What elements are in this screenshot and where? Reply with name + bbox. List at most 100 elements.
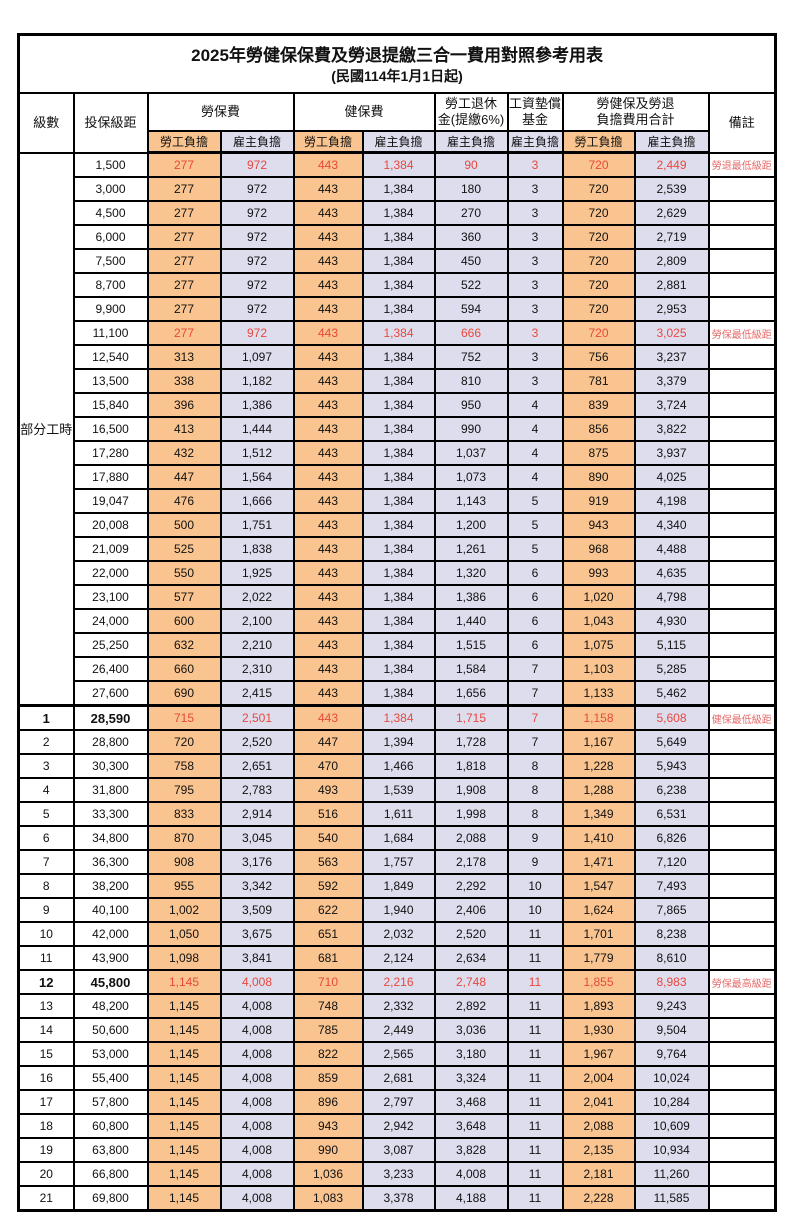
page-title: 2025年勞健保保費及勞退提繳三合一費用對照參考用表: [191, 45, 603, 65]
value-cell: 972: [219, 200, 295, 226]
bracket-cell: 25,250: [72, 632, 149, 658]
remark-cell: 勞保最低級距: [707, 320, 777, 346]
value-cell: 277: [146, 176, 222, 202]
value-cell: 9: [506, 825, 564, 851]
value-cell: 2,748: [433, 969, 509, 995]
value-cell: 1,440: [433, 608, 509, 634]
value-cell: 7: [506, 729, 564, 755]
value-cell: 4,008: [219, 993, 295, 1019]
value-cell: 277: [146, 224, 222, 250]
value-cell: 1,666: [219, 488, 295, 514]
remark-cell: [707, 296, 777, 322]
value-cell: 525: [146, 536, 222, 562]
value-cell: 1,384: [361, 248, 436, 274]
table-row: 21,009 525 1,838 443 1,384 1,261 5 968 4,488: [19, 536, 777, 562]
table-row: 1 28,590 715 2,501 443 1,384 1,715 7 1,158 5,608 健…: [17, 704, 777, 731]
col-header-total: 勞健保及勞退 負擔費用合計: [561, 92, 710, 132]
value-cell: 1,145: [146, 1041, 222, 1067]
value-cell: 4,008: [219, 1041, 295, 1067]
value-cell: 1,444: [219, 416, 295, 442]
value-cell: 870: [146, 825, 222, 851]
value-cell: 1,036: [292, 1161, 364, 1187]
value-cell: 950: [433, 392, 509, 418]
value-cell: 1,384: [361, 632, 436, 658]
bracket-cell: 4,500: [72, 200, 149, 226]
value-cell: 447: [146, 464, 222, 490]
value-cell: 1,384: [361, 344, 436, 370]
value-cell: 2,797: [361, 1089, 436, 1115]
value-cell: 1,073: [433, 464, 509, 490]
bracket-cell: 53,000: [72, 1041, 149, 1067]
remark-cell: [707, 1041, 777, 1067]
remark-cell: [707, 416, 777, 442]
remark-cell: 勞退最低級距: [707, 151, 777, 178]
value-cell: 1,386: [219, 392, 295, 418]
value-cell: 338: [146, 368, 222, 394]
value-cell: 890: [561, 464, 636, 490]
value-cell: 277: [146, 151, 222, 178]
value-cell: 2,629: [633, 200, 710, 226]
table-row: 12,540 313 1,097 443 1,384 752 3 756 3,237: [19, 344, 777, 370]
value-cell: 1,539: [361, 777, 436, 803]
remark-cell: [707, 368, 777, 394]
value-cell: 1,466: [361, 753, 436, 779]
bracket-cell: 27,600: [72, 680, 149, 707]
value-cell: 3: [506, 151, 564, 178]
value-cell: 720: [561, 248, 636, 274]
value-cell: 2,634: [433, 945, 509, 971]
table-row: 9 40,100 1,002 3,509 622 1,940 2,406 10 1,624 7,8…: [17, 897, 777, 923]
value-cell: 875: [561, 440, 636, 466]
value-cell: 1,779: [561, 945, 636, 971]
value-cell: 5,943: [633, 753, 710, 779]
value-cell: 6: [506, 632, 564, 658]
table-row: 16 55,400 1,145 4,008 859 2,681 3,324 11 2,004 10…: [17, 1065, 777, 1091]
bracket-cell: 8,700: [72, 272, 149, 298]
sub-header-labor-employee: 勞工負擔: [146, 130, 222, 154]
level-cell: 9: [17, 897, 75, 923]
value-cell: 3: [506, 320, 564, 346]
value-cell: 443: [292, 656, 364, 682]
value-cell: 1,145: [146, 1185, 222, 1212]
value-cell: 1,384: [361, 272, 436, 298]
bracket-cell: 24,000: [72, 608, 149, 634]
value-cell: 720: [561, 151, 636, 178]
reference-sheet: 2025年勞健保保費及勞退提繳三合一費用對照參考用表 (民國114年1月1日起)…: [17, 33, 778, 1212]
value-cell: 4,340: [633, 512, 710, 538]
value-cell: 594: [433, 296, 509, 322]
value-cell: 11: [506, 1089, 564, 1115]
value-cell: 10: [506, 897, 564, 923]
value-cell: 360: [433, 224, 509, 250]
value-cell: 1,384: [361, 296, 436, 322]
value-cell: 1,182: [219, 368, 295, 394]
value-cell: 1,384: [361, 320, 436, 346]
value-cell: 1,908: [433, 777, 509, 803]
value-cell: 1,384: [361, 488, 436, 514]
value-cell: 1,701: [561, 921, 636, 947]
bracket-cell: 15,840: [72, 392, 149, 418]
value-cell: 1,158: [561, 704, 636, 731]
table-row: 7,500 277 972 443 1,384 450 3 720 2,809: [19, 248, 777, 274]
value-cell: 3,379: [633, 368, 710, 394]
value-cell: 2,565: [361, 1041, 436, 1067]
remark-cell: [707, 536, 777, 562]
value-cell: 2,415: [219, 680, 295, 707]
value-cell: 277: [146, 248, 222, 274]
value-cell: 756: [561, 344, 636, 370]
part-time-merged-cell: 部分工時: [17, 151, 75, 707]
bracket-cell: 36,300: [72, 849, 149, 875]
value-cell: 2,881: [633, 272, 710, 298]
value-cell: 1,145: [146, 1113, 222, 1139]
value-cell: 443: [292, 151, 364, 178]
value-cell: 277: [146, 320, 222, 346]
level-cell: 2: [17, 729, 75, 755]
table-row: 17,880 447 1,564 443 1,384 1,073 4 890 4,025: [19, 464, 777, 490]
value-cell: 443: [292, 248, 364, 274]
table-row: 15 53,000 1,145 4,008 822 2,565 3,180 11 1,967 9,…: [17, 1041, 777, 1067]
remark-cell: [707, 945, 777, 971]
value-cell: 1,386: [433, 584, 509, 610]
value-cell: 1,624: [561, 897, 636, 923]
value-cell: 450: [433, 248, 509, 274]
table-body: 部分工時 1,500 277 972 443 1,384 90 3 720 2,449 勞退最低級距…: [17, 151, 777, 1212]
value-cell: 1,261: [433, 536, 509, 562]
value-cell: 1,384: [361, 440, 436, 466]
